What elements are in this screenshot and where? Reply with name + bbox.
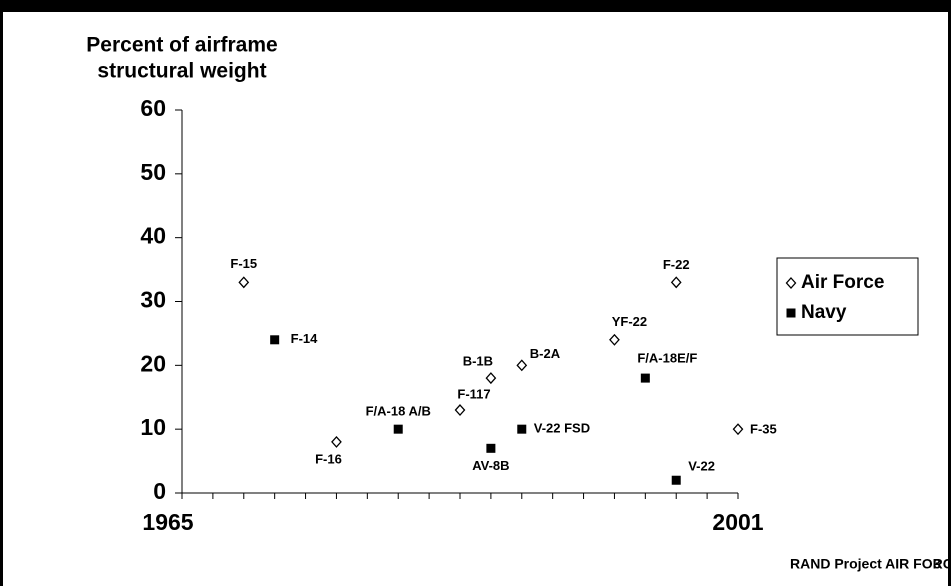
point-label: YF-22 [612,314,647,329]
point-label: F/A-18 A/B [366,404,431,419]
data-point [670,276,682,289]
point-label: F/A-18E/F [637,351,697,366]
y-tick-label: 50 [140,159,166,185]
y-tick-label: 60 [140,95,166,121]
left-border [0,0,3,586]
data-point [238,276,250,289]
right-border [948,0,951,586]
point-label: F-14 [291,331,319,346]
data-point [516,359,528,372]
data-point [486,443,496,453]
y-tick-label: 40 [140,223,166,249]
top-bar [0,0,951,12]
data-point [640,373,650,383]
data-point [517,424,527,434]
legend-box [776,257,919,336]
point-label: AV-8B [472,458,509,473]
page-number: 3 [933,556,941,572]
y-tick-label: 0 [153,478,166,504]
data-point [671,475,681,485]
x-tick-label: 1965 [142,509,193,535]
legend-label: Air Force [801,272,884,293]
point-label: F-16 [315,451,342,466]
point-label: F-22 [663,257,690,272]
point-label: F-35 [750,422,777,437]
point-label: F-15 [230,256,257,271]
data-point [485,372,497,385]
data-point [393,424,403,434]
point-label: B-2A [530,346,561,361]
data-point [732,423,744,436]
footer-source: RAND Project AIR FORCE [790,556,951,572]
point-label: V-22 FSD [534,421,590,436]
data-point [331,435,342,448]
y-tick-label: 10 [140,414,166,440]
data-point [270,335,280,345]
y-axis-title: Percent of airframe [86,34,277,57]
data-point [454,404,466,416]
point-label: F-117 [457,386,490,401]
point-label: B-1B [463,354,493,369]
legend-label: Navy [801,302,847,323]
y-tick-label: 20 [140,350,166,376]
y-tick-label: 30 [140,287,166,313]
data-point [609,333,620,346]
legend-marker [785,277,797,289]
legend-marker [786,308,796,318]
point-label: V-22 [688,459,715,474]
x-tick-label: 2001 [712,509,763,535]
y-axis-title: structural weight [97,60,266,83]
